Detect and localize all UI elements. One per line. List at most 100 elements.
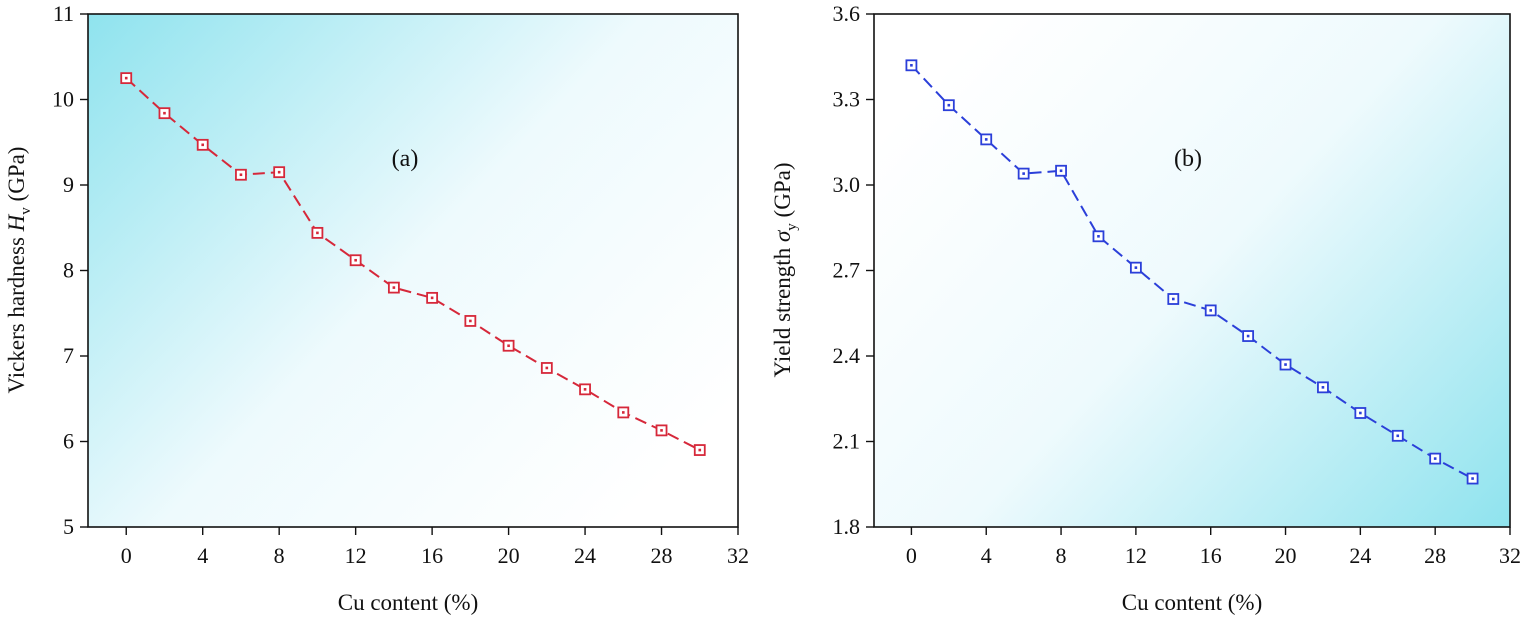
panel-label: (a) [392, 146, 419, 172]
data-point-dot [1022, 172, 1025, 175]
data-point [1017, 167, 1030, 180]
data-point-dot [201, 143, 205, 147]
data-point-dot [1097, 235, 1100, 238]
y-axis-title: Yield strength σy (GPa) [770, 163, 800, 378]
y-tick-label: 5 [63, 514, 74, 539]
y-tick-label: 10 [52, 87, 74, 112]
y-axis-title-variable: H [4, 213, 29, 232]
data-point [655, 424, 668, 437]
x-tick-label: 20 [498, 543, 520, 568]
y-tick-label: 2.7 [833, 258, 861, 283]
data-point [502, 339, 515, 352]
x-axis-ticks: 0 4 8 12 16 20 24 28 32 [121, 527, 749, 568]
x-axis-title: Cu content (%) [1122, 590, 1263, 615]
data-point-dot [507, 344, 510, 348]
x-tick-label: 24 [574, 543, 596, 568]
data-point [1055, 164, 1067, 177]
data-point-dot [1134, 266, 1138, 269]
y-axis-ticks: 5 6 7 8 9 10 11 [52, 1, 88, 539]
y-axis-title-unit: (GPa) [4, 147, 29, 208]
data-point [1092, 230, 1105, 243]
x-tick-label: 28 [651, 543, 673, 568]
data-point [1466, 472, 1479, 485]
data-point [1129, 261, 1142, 274]
data-point [464, 315, 477, 327]
data-point [426, 291, 439, 304]
data-point-dot [163, 111, 166, 115]
x-tick-label: 12 [345, 543, 367, 568]
x-axis-ticks: 0 4 8 12 16 20 24 28 32 [906, 527, 1521, 568]
y-tick-label: 9 [63, 172, 74, 197]
data-point-dot [984, 138, 988, 141]
x-tick-label: 4 [981, 543, 992, 568]
data-point-dot [1471, 477, 1474, 480]
y-tick-label: 3.0 [833, 172, 861, 197]
panel-label: (b) [1174, 146, 1202, 172]
y-axis-title-variable: σ [770, 229, 795, 242]
y-axis-title-main: Yield strength [770, 242, 795, 377]
data-point [1167, 293, 1180, 305]
data-point [1354, 407, 1367, 419]
data-point [1279, 358, 1292, 371]
data-point [196, 138, 209, 151]
data-point-dot [698, 448, 702, 452]
x-tick-label: 8 [1056, 543, 1067, 568]
data-point [980, 133, 993, 146]
y-axis-title-subscript: v [18, 207, 34, 215]
data-point-dot [660, 429, 663, 432]
data-point [1204, 304, 1217, 317]
y-axis-ticks: 1.8 2.1 2.4 2.7 3.0 3.3 3.6 [833, 1, 874, 539]
x-tick-label: 4 [197, 543, 208, 568]
data-point [1242, 330, 1255, 342]
x-axis-title: Cu content (%) [338, 590, 479, 615]
data-point [120, 72, 133, 85]
data-point-dot [1171, 297, 1175, 301]
y-axis-title-subscript: y [784, 223, 800, 231]
x-tick-label: 28 [1424, 543, 1446, 568]
plot-area-background [88, 14, 738, 527]
y-tick-label: 3.6 [833, 1, 861, 26]
y-tick-label: 1.8 [833, 514, 861, 539]
x-tick-label: 20 [1275, 543, 1297, 568]
data-point [579, 383, 591, 396]
data-point [905, 59, 918, 72]
x-tick-label: 16 [421, 543, 443, 568]
x-tick-label: 0 [906, 543, 917, 568]
data-point-dot [239, 173, 243, 177]
data-point [1429, 452, 1442, 465]
y-tick-label: 6 [63, 429, 74, 454]
data-point [387, 281, 400, 294]
y-tick-label: 7 [63, 343, 74, 368]
data-point-dot [316, 231, 319, 235]
data-point-dot [1396, 434, 1400, 438]
data-point [1317, 381, 1329, 394]
y-axis-title-unit: (GPa) [770, 163, 795, 224]
data-point-dot [1321, 386, 1325, 389]
series-hardness [120, 72, 706, 456]
y-tick-label: 8 [63, 258, 74, 283]
data-point-dot [1359, 411, 1362, 415]
series-line [910, 64, 1474, 480]
x-tick-label: 8 [274, 543, 285, 568]
series-yield-strength [905, 59, 1479, 485]
data-point-dot [277, 170, 281, 174]
data-point-dot [354, 258, 357, 262]
y-axis-title: Vickers hardness Hv (GPa) [4, 147, 34, 394]
data-point-dot [545, 366, 549, 370]
data-point [1391, 429, 1404, 442]
data-point-dot [1246, 334, 1250, 338]
data-point-dot [124, 76, 128, 80]
y-tick-label: 3.3 [833, 87, 861, 112]
data-point-dot [469, 319, 472, 323]
data-point [349, 254, 362, 267]
data-point [311, 226, 324, 239]
data-point-dot [910, 64, 913, 67]
x-tick-label: 32 [1499, 543, 1521, 568]
x-tick-label: 32 [727, 543, 749, 568]
x-tick-label: 24 [1349, 543, 1371, 568]
x-tick-label: 12 [1125, 543, 1147, 568]
y-tick-label: 2.4 [833, 343, 861, 368]
data-point [540, 362, 553, 374]
y-axis-title-main: Vickers hardness [4, 231, 29, 393]
